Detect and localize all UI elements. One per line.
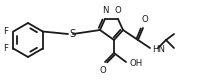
Text: OH: OH xyxy=(130,59,143,68)
Text: O: O xyxy=(115,6,121,15)
Text: O: O xyxy=(100,66,106,75)
Text: HN: HN xyxy=(152,46,165,55)
Text: F: F xyxy=(3,44,8,53)
Text: S: S xyxy=(69,29,75,39)
Text: N: N xyxy=(102,6,108,15)
Text: O: O xyxy=(142,15,148,24)
Text: F: F xyxy=(3,27,8,36)
